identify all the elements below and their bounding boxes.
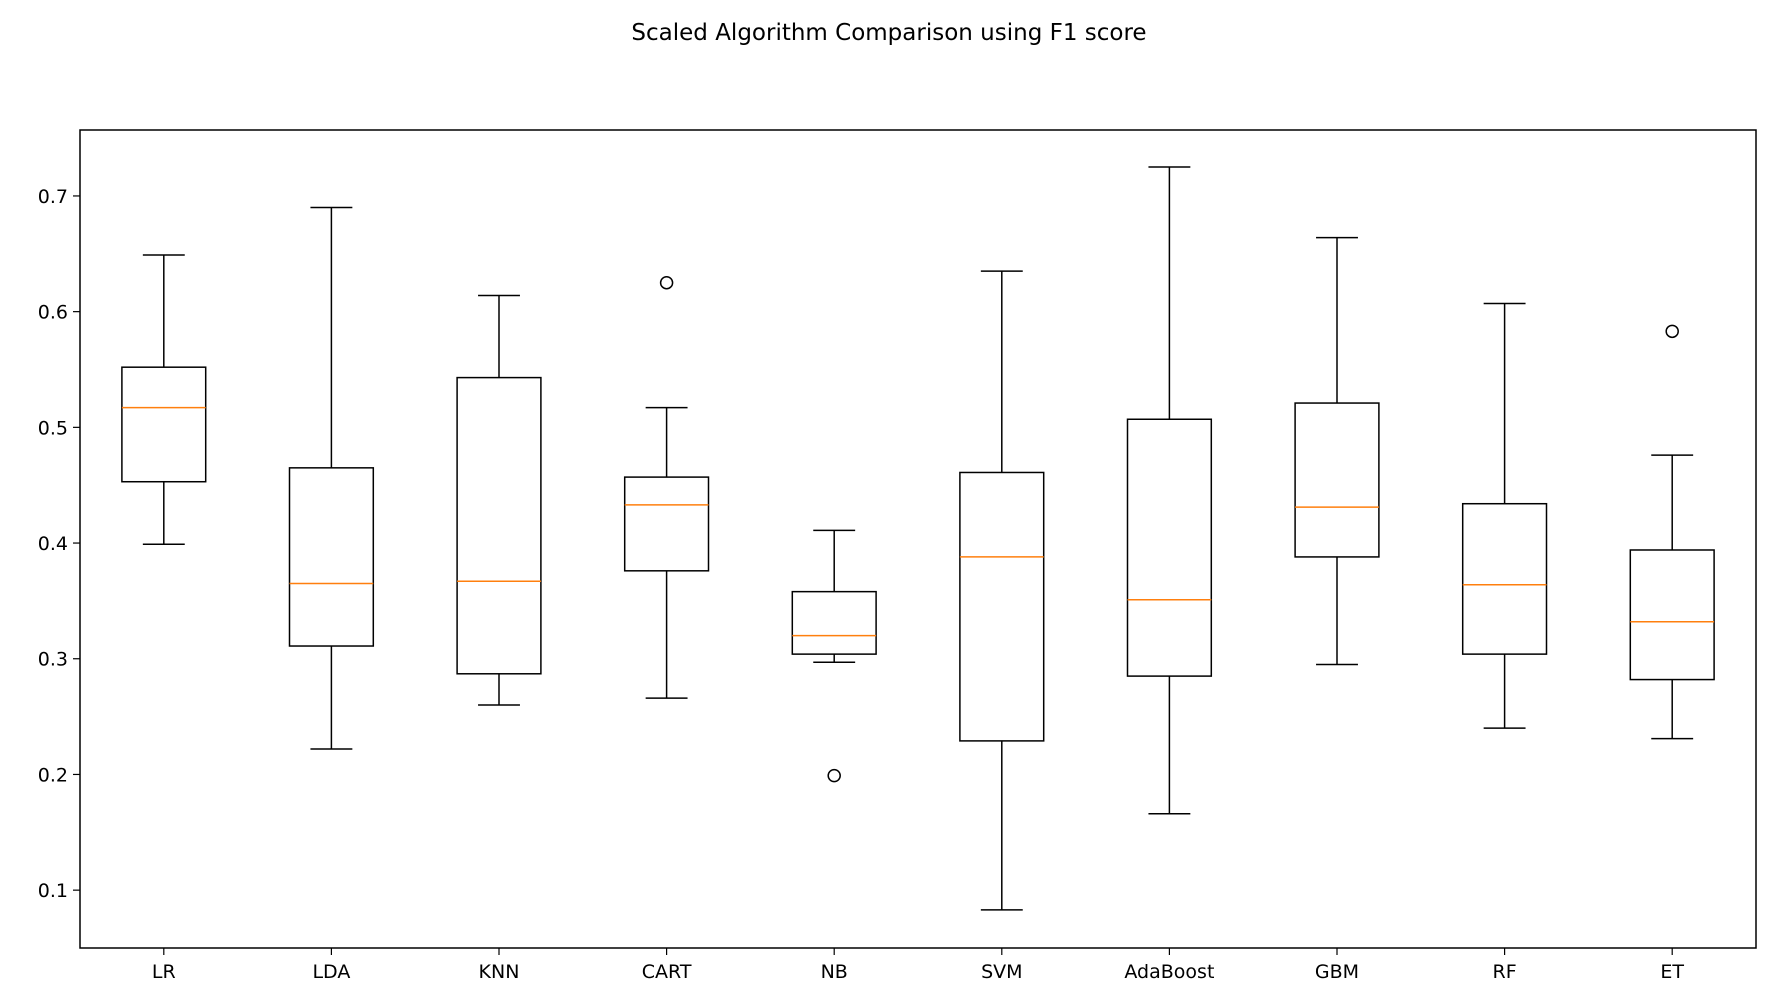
iqr-box bbox=[959, 471, 1045, 742]
box-adaboost bbox=[1126, 166, 1213, 815]
iqr-box bbox=[623, 476, 710, 572]
y-tick-label: 0.2 bbox=[38, 764, 68, 786]
x-tick-label: ET bbox=[1660, 961, 1684, 983]
y-axis: 0.1 0.2 0.3 0.4 0.5 0.6 0.7 bbox=[38, 186, 80, 902]
x-tick-label: CART bbox=[642, 961, 692, 983]
box-rf bbox=[1461, 302, 1548, 729]
x-tick-label: LR bbox=[152, 961, 176, 983]
iqr-box bbox=[121, 366, 207, 483]
y-tick-label: 0.1 bbox=[38, 880, 68, 902]
iqr-box bbox=[791, 590, 877, 655]
iqr-box bbox=[1629, 549, 1715, 681]
y-tick-label: 0.7 bbox=[38, 186, 68, 208]
plot-frame bbox=[79, 129, 1757, 949]
y-tick-label: 0.3 bbox=[38, 649, 68, 671]
chart-title: Scaled Algorithm Comparison using F1 sco… bbox=[631, 20, 1146, 46]
x-tick-label: NB bbox=[821, 961, 848, 983]
outlier-point bbox=[659, 275, 674, 290]
iqr-box bbox=[288, 467, 375, 647]
x-tick-label: LDA bbox=[312, 961, 350, 983]
box-svm bbox=[959, 270, 1045, 911]
box-lr bbox=[121, 254, 207, 545]
x-tick-label: SVM bbox=[981, 961, 1022, 983]
box-et bbox=[1629, 324, 1715, 740]
box-knn bbox=[456, 294, 542, 706]
box-gbm bbox=[1294, 236, 1380, 666]
x-axis: LR LDA KNN CART NB SVM AdaBoost GBM RF ET bbox=[152, 948, 1684, 983]
iqr-box bbox=[1294, 402, 1380, 558]
y-tick-label: 0.6 bbox=[38, 302, 68, 324]
boxes-group bbox=[121, 166, 1715, 911]
box-lda bbox=[288, 206, 375, 750]
outlier-point bbox=[827, 768, 841, 783]
y-tick-label: 0.4 bbox=[38, 533, 68, 555]
iqr-box bbox=[1126, 418, 1213, 677]
box-cart bbox=[623, 275, 710, 699]
box-nb bbox=[791, 529, 877, 783]
iqr-box bbox=[1461, 502, 1548, 655]
y-tick-label: 0.5 bbox=[38, 417, 68, 439]
x-tick-label: AdaBoost bbox=[1124, 961, 1214, 983]
iqr-box bbox=[456, 376, 542, 675]
x-tick-label: KNN bbox=[479, 961, 520, 983]
x-tick-label: RF bbox=[1493, 961, 1517, 983]
x-tick-label: GBM bbox=[1315, 961, 1359, 983]
outlier-point bbox=[1665, 324, 1679, 339]
